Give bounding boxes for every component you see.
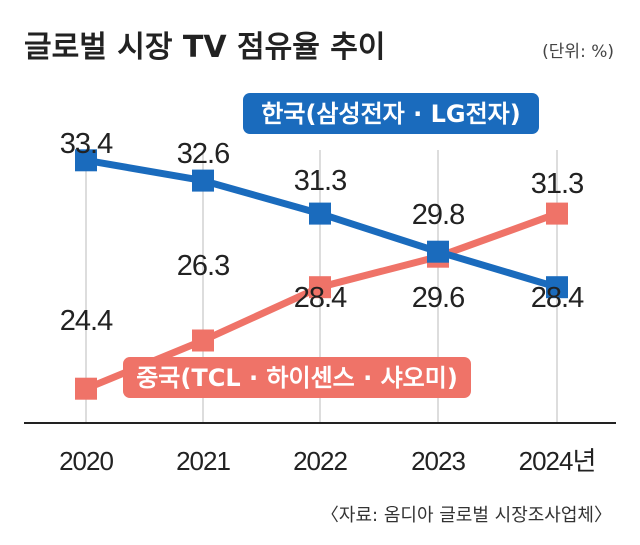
legend-china: 중국(TCL · 하이센스 · 샤오미) (123, 357, 471, 398)
china-value-label-3: 29.6 (412, 282, 464, 314)
china-point-1 (192, 329, 214, 352)
korea-point-4 (546, 276, 568, 299)
korea-value-label-3: 29.8 (412, 199, 464, 231)
legend-korea-label: 한국(삼성전자 · LG전자) (261, 100, 520, 128)
x-axis-ticks: 2020 2021 2022 2023 2024년 (59, 446, 596, 476)
korea-value-label-4: 28.4 (531, 282, 584, 314)
legend-china-box (123, 357, 471, 398)
korea-point-1 (192, 169, 214, 192)
data-labels: 24.4 26.3 28.4 29.6 31.3 33.4 32.6 31.3 29.8 28.4 (60, 128, 585, 337)
korea-point-0 (75, 149, 97, 172)
china-point-0 (75, 377, 97, 400)
china-value-label-4: 31.3 (531, 168, 583, 200)
x-tick-label-3: 2023 (411, 446, 465, 476)
china-point-2 (309, 276, 331, 299)
korea-value-label-0: 33.4 (60, 128, 113, 160)
x-tick-label-1: 2021 (176, 446, 230, 476)
korea-value-label-1: 32.6 (177, 138, 229, 170)
source-note: 〈자료: 옴디아 글로벌 시장조사업체〉 (321, 505, 612, 526)
legend-korea: 한국(삼성전자 · LG전자) (243, 93, 539, 134)
x-tick-label-2: 2022 (293, 446, 347, 476)
legend-china-label: 중국(TCL · 하이센스 · 샤오미) (136, 364, 458, 392)
x-tick-label-4: 2024년 (519, 446, 596, 476)
china-value-label-2: 28.4 (294, 282, 347, 314)
legend-korea-box (243, 93, 539, 134)
x-tick-label-0: 2020 (59, 446, 113, 476)
chart-unit: (단위: %) (542, 42, 614, 62)
korea-point-2 (309, 202, 331, 225)
series-points (75, 149, 568, 400)
korea-value-label-2: 31.3 (294, 165, 346, 197)
china-value-label-0: 24.4 (60, 305, 113, 337)
chart-title: 글로벌 시장 TV 점유율 추이 (24, 30, 385, 65)
china-value-label-1: 26.3 (177, 250, 229, 282)
china-point-4 (546, 202, 568, 225)
korea-point-3 (427, 240, 449, 263)
